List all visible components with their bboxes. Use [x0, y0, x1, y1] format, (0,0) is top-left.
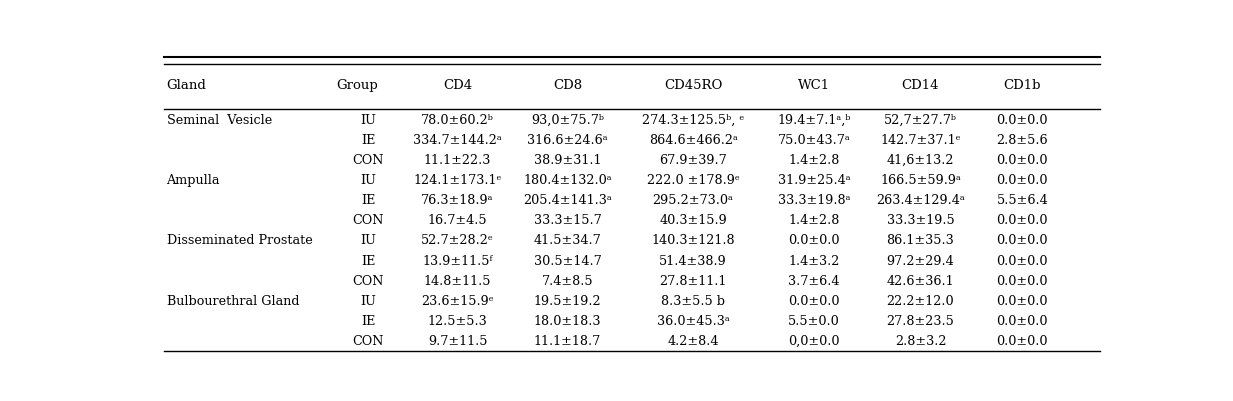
Text: 166.5±59.9ᵃ: 166.5±59.9ᵃ [880, 174, 961, 186]
Text: 274.3±125.5ᵇ, ᵉ: 274.3±125.5ᵇ, ᵉ [642, 113, 745, 126]
Text: CON: CON [353, 274, 383, 287]
Text: 2.8±3.2: 2.8±3.2 [895, 334, 946, 347]
Text: IE: IE [361, 314, 375, 327]
Text: 11.1±18.7: 11.1±18.7 [534, 334, 600, 347]
Text: 2.8±5.6: 2.8±5.6 [996, 134, 1048, 146]
Text: Bulbourethral Gland: Bulbourethral Gland [166, 294, 300, 307]
Text: 0.0±0.0: 0.0±0.0 [996, 234, 1048, 247]
Text: IU: IU [360, 294, 376, 307]
Text: 222.0 ±178.9ᵉ: 222.0 ±178.9ᵉ [646, 174, 740, 186]
Text: 124.1±173.1ᵉ: 124.1±173.1ᵉ [413, 174, 502, 186]
Text: 5.5±6.4: 5.5±6.4 [996, 194, 1048, 207]
Text: Ampulla: Ampulla [166, 174, 219, 186]
Text: Seminal  Vesicle: Seminal Vesicle [166, 113, 271, 126]
Text: 316.6±24.6ᵃ: 316.6±24.6ᵃ [526, 134, 608, 146]
Text: 27.8±23.5: 27.8±23.5 [887, 314, 954, 327]
Text: 52,7±27.7ᵇ: 52,7±27.7ᵇ [884, 113, 957, 126]
Text: 295.2±73.0ᵃ: 295.2±73.0ᵃ [652, 194, 734, 207]
Text: 0.0±0.0: 0.0±0.0 [996, 214, 1048, 227]
Text: 5.5±0.0: 5.5±0.0 [788, 314, 840, 327]
Text: 41,6±13.2: 41,6±13.2 [887, 154, 954, 166]
Text: 38.9±31.1: 38.9±31.1 [534, 154, 602, 166]
Text: 180.4±132.0ᵃ: 180.4±132.0ᵃ [523, 174, 612, 186]
Text: 19.4±7.1ᵃ,ᵇ: 19.4±7.1ᵃ,ᵇ [777, 113, 851, 126]
Text: CD14: CD14 [901, 79, 940, 92]
Text: CD1b: CD1b [1004, 79, 1041, 92]
Text: 41.5±34.7: 41.5±34.7 [534, 234, 602, 247]
Text: 0.0±0.0: 0.0±0.0 [996, 254, 1048, 267]
Text: 23.6±15.9ᵉ: 23.6±15.9ᵉ [422, 294, 494, 307]
Text: 0.0±0.0: 0.0±0.0 [788, 294, 840, 307]
Text: 33.3±19.8ᵃ: 33.3±19.8ᵃ [778, 194, 851, 207]
Text: 3.7±6.4: 3.7±6.4 [788, 274, 840, 287]
Text: IU: IU [360, 113, 376, 126]
Text: CON: CON [353, 154, 383, 166]
Text: 97.2±29.4: 97.2±29.4 [887, 254, 954, 267]
Text: WC1: WC1 [798, 79, 830, 92]
Text: 0.0±0.0: 0.0±0.0 [996, 113, 1048, 126]
Text: 52.7±28.2ᵉ: 52.7±28.2ᵉ [422, 234, 494, 247]
Text: 0.0±0.0: 0.0±0.0 [996, 274, 1048, 287]
Text: 40.3±15.9: 40.3±15.9 [660, 214, 727, 227]
Text: 864.6±466.2ᵃ: 864.6±466.2ᵃ [649, 134, 737, 146]
Text: 142.7±37.1ᵉ: 142.7±37.1ᵉ [880, 134, 961, 146]
Text: 31.9±25.4ᵃ: 31.9±25.4ᵃ [778, 174, 851, 186]
Text: CD8: CD8 [552, 79, 582, 92]
Text: 0.0±0.0: 0.0±0.0 [996, 154, 1048, 166]
Text: IE: IE [361, 194, 375, 207]
Text: Group: Group [337, 79, 379, 92]
Text: 9.7±11.5: 9.7±11.5 [428, 334, 487, 347]
Text: 27.8±11.1: 27.8±11.1 [660, 274, 726, 287]
Text: 78.0±60.2ᵇ: 78.0±60.2ᵇ [422, 113, 494, 126]
Text: 13.9±11.5ᶠ: 13.9±11.5ᶠ [423, 254, 493, 267]
Text: CON: CON [353, 334, 383, 347]
Text: IU: IU [360, 174, 376, 186]
Text: 140.3±121.8: 140.3±121.8 [651, 234, 735, 247]
Text: Disseminated Prostate: Disseminated Prostate [166, 234, 312, 247]
Text: Gland: Gland [166, 79, 206, 92]
Text: 75.0±43.7ᵃ: 75.0±43.7ᵃ [778, 134, 851, 146]
Text: CD4: CD4 [443, 79, 472, 92]
Text: 205.4±141.3ᵃ: 205.4±141.3ᵃ [523, 194, 612, 207]
Text: IE: IE [361, 134, 375, 146]
Text: 0.0±0.0: 0.0±0.0 [996, 294, 1048, 307]
Text: 30.5±14.7: 30.5±14.7 [534, 254, 602, 267]
Text: 22.2±12.0: 22.2±12.0 [887, 294, 954, 307]
Text: 0.0±0.0: 0.0±0.0 [788, 234, 840, 247]
Text: 1.4±3.2: 1.4±3.2 [788, 254, 840, 267]
Text: 42.6±36.1: 42.6±36.1 [887, 274, 954, 287]
Text: 18.0±18.3: 18.0±18.3 [534, 314, 602, 327]
Text: 0,0±0.0: 0,0±0.0 [788, 334, 840, 347]
Text: 12.5±5.3: 12.5±5.3 [428, 314, 487, 327]
Text: 93,0±75.7ᵇ: 93,0±75.7ᵇ [531, 113, 604, 126]
Text: 86.1±35.3: 86.1±35.3 [887, 234, 954, 247]
Text: 33.3±19.5: 33.3±19.5 [887, 214, 954, 227]
Text: 334.7±144.2ᵃ: 334.7±144.2ᵃ [413, 134, 502, 146]
Text: CON: CON [353, 214, 383, 227]
Text: 8.3±5.5 b: 8.3±5.5 b [661, 294, 725, 307]
Text: 7.4±8.5: 7.4±8.5 [541, 274, 593, 287]
Text: CD45RO: CD45RO [663, 79, 723, 92]
Text: 11.1±22.3: 11.1±22.3 [424, 154, 491, 166]
Text: IU: IU [360, 234, 376, 247]
Text: IE: IE [361, 254, 375, 267]
Text: 33.3±15.7: 33.3±15.7 [534, 214, 602, 227]
Text: 0.0±0.0: 0.0±0.0 [996, 334, 1048, 347]
Text: 4.2±8.4: 4.2±8.4 [667, 334, 719, 347]
Text: 14.8±11.5: 14.8±11.5 [424, 274, 491, 287]
Text: 67.9±39.7: 67.9±39.7 [660, 154, 727, 166]
Text: 51.4±38.9: 51.4±38.9 [660, 254, 727, 267]
Text: 1.4±2.8: 1.4±2.8 [788, 214, 840, 227]
Text: 263.4±129.4ᵃ: 263.4±129.4ᵃ [877, 194, 965, 207]
Text: 0.0±0.0: 0.0±0.0 [996, 174, 1048, 186]
Text: 16.7±4.5: 16.7±4.5 [428, 214, 487, 227]
Text: 0.0±0.0: 0.0±0.0 [996, 314, 1048, 327]
Text: 1.4±2.8: 1.4±2.8 [788, 154, 840, 166]
Text: 36.0±45.3ᵃ: 36.0±45.3ᵃ [657, 314, 730, 327]
Text: 19.5±19.2: 19.5±19.2 [534, 294, 602, 307]
Text: 76.3±18.9ᵃ: 76.3±18.9ᵃ [422, 194, 493, 207]
